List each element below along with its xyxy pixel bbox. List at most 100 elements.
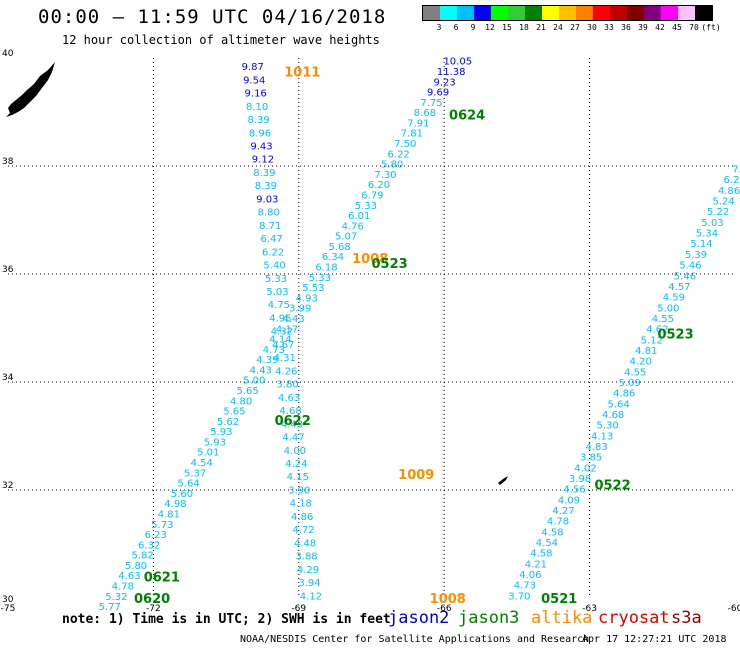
coastline [6,62,508,485]
pass-label: 0622 [275,414,311,429]
track-value: 3.88 [295,552,317,563]
track-value: 4.15 [287,472,309,483]
track-value: 4.39 [256,355,278,366]
track-value: 5.00 [243,376,265,387]
track-values: 9.87 9.54 9.16 8.10 8.39 8.96 9.43 9.12 8.39 8.39… [99,57,740,613]
track-value: 5.65 [237,386,259,397]
track-value: 7.30 [374,170,396,181]
colorbar-swatches [422,5,713,21]
track-value: 6.20 [368,180,390,191]
track-value: 6.23 [145,530,167,541]
track-value: 5.40 [263,261,285,272]
track-value: 4.13 [591,431,613,442]
track-value: 8.71 [259,221,281,232]
track-value: 4.43 [250,365,272,376]
track-value: 4.95 [269,313,291,324]
track-value: 4.98 [164,499,186,510]
track-value: 5.33 [309,273,331,284]
track-value: 5.34 [696,229,718,240]
colorbar-swatch [576,6,593,20]
colorbar-tick-label: 18 [519,23,529,32]
track-value: 3.90 [288,485,310,496]
pass-label: 0523 [372,257,408,272]
track-value: 4.86 [291,512,313,523]
track-value: 4.68 [602,410,624,421]
track-value: 5.46 [674,271,696,282]
colorbar-swatch [593,6,610,20]
track-value: 7.75 [420,98,442,109]
track-value: 4.59 [663,293,685,304]
track-value: 4.62 [646,325,668,336]
track-value: 3.99 [289,304,311,315]
colorbar-tick-label: 24 [553,23,563,32]
colorbar-tick-label: 42 [655,23,665,32]
map-title: 00:00 – 11:59 UTC 04/16/2018 [38,6,387,28]
colorbar-unit-label: (ft) [701,23,721,32]
track-value: 8.68 [414,108,436,119]
track-value: 4.83 [585,442,607,453]
colorbar-swatch [661,6,678,20]
track-value: 5.64 [177,479,199,490]
track-value: 4.81 [158,509,180,520]
y-tick-label: 30 [2,595,14,605]
track-value: 4.54 [191,458,213,469]
map-subtitle: 12 hour collection of altimeter wave hei… [62,33,380,47]
track-value: 9.23 [434,77,456,88]
track-value: 5.77 [99,602,121,613]
track-value: 5.03 [266,287,288,298]
track-value: 5.37 [184,468,206,479]
map-grid [8,58,735,598]
y-tick-label: 34 [2,373,14,383]
colorbar-tick-label: 3 [436,23,442,32]
track-value: 5.12 [641,335,663,346]
track-value: 8.10 [246,102,268,113]
colorbar-tick-label: 36 [621,23,631,32]
track-value: 6.22 [262,247,284,258]
track-value: 4.73 [263,345,285,356]
colorbar-tick-label: 12 [485,23,495,32]
pass-label: 0624 [449,109,485,124]
track-value: 4.29 [297,565,319,576]
track-value: 4.18 [290,499,312,510]
colorbar-tick-label: 30 [587,23,597,32]
pass-label: 1009 [398,468,434,483]
track-value: 6.22 [388,149,410,160]
track-value: 8.96 [249,128,271,139]
track-value: 5.53 [302,283,324,294]
track-value: 4.75 [268,300,290,311]
track-value: 4.27 [552,506,574,517]
track-value: 8.39 [255,181,277,192]
colorbar-tick-label: 21 [536,23,546,32]
pass-label: 1008 [352,252,388,267]
track-value: 4.68 [279,406,301,417]
track-value: 6.18 [315,263,337,274]
track-value: 7.81 [401,129,423,140]
colorbar-swatch [508,6,525,20]
colorbar-swatch [474,6,491,20]
x-tick-label: -75 [1,604,16,614]
pass-label: 1011 [284,66,320,81]
track-value: 4.58 [541,527,563,538]
track-value: 4.14 [269,335,291,346]
track-value: 4.93 [296,293,318,304]
pass-label: 0521 [541,592,577,607]
track-value: 5.80 [381,160,403,171]
footer-note: note: 1) Time is in UTC; 2) SWH is in fe… [62,612,391,627]
track-value: 4.72 [293,525,315,536]
colorbar-tick-label: 70 [689,23,699,32]
track-value: 4.32 [271,327,293,338]
track-value: 5.00 [657,303,679,314]
track-value: 4.57 [668,282,690,293]
track-value: 4.24 [285,459,307,470]
track-value: 5.64 [608,399,630,410]
axis-ticks: -75 -72 -69 -66 -63 -60 40 38 36 34 32 30 [1,49,740,614]
track-value: 4.31 [274,353,296,364]
track-value: 8.80 [258,208,280,219]
y-tick-label: 38 [2,157,14,167]
track-value: 5.65 [223,407,245,418]
track-value: 9.16 [245,89,267,100]
track-value: 5.33 [355,201,377,212]
track-value: 4.56 [563,485,585,496]
colorbar-swatch [627,6,644,20]
colorbar-swatch [559,6,576,20]
